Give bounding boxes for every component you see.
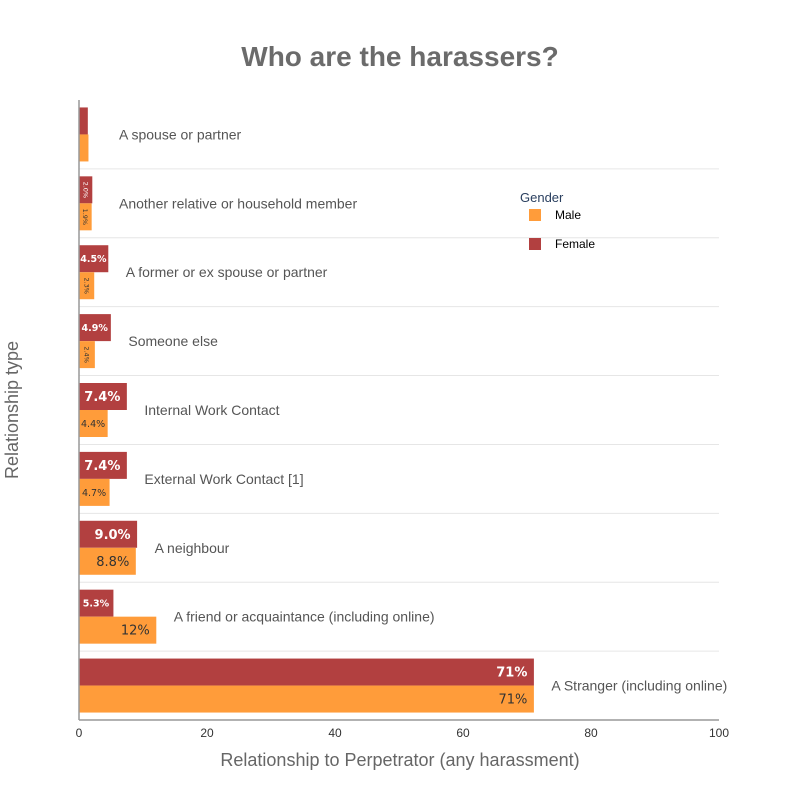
bar-female[interactable] xyxy=(79,451,127,479)
x-tick-label: 100 xyxy=(709,726,729,740)
bar-male[interactable] xyxy=(79,410,108,437)
data-label-male: 4.4% xyxy=(81,419,105,430)
category-label: A Stranger (including online) xyxy=(551,678,727,694)
bar-male[interactable] xyxy=(79,203,92,231)
category-label: Internal Work Contact xyxy=(144,402,279,418)
data-label-male: 4.7% xyxy=(82,488,106,499)
x-tick-label: 20 xyxy=(200,726,214,740)
bar-female[interactable] xyxy=(79,176,93,204)
category-label: Someone else xyxy=(128,333,218,349)
bar-female[interactable] xyxy=(79,520,138,548)
legend-swatch-female[interactable] xyxy=(529,238,541,250)
category-label: A neighbour xyxy=(155,540,230,556)
data-label-female: 4.9% xyxy=(82,323,109,334)
legend-title: Gender xyxy=(520,190,564,205)
bar-female[interactable] xyxy=(79,658,534,686)
category-labels: A spouse or partner Another relative or h… xyxy=(119,126,727,693)
bar-male[interactable] xyxy=(79,685,534,713)
x-axis-title: Relationship to Perpetrator (any harassm… xyxy=(220,750,579,770)
data-label-male: 1.9% xyxy=(81,209,89,226)
legend-label-female[interactable]: Female xyxy=(555,237,595,251)
grid-lines xyxy=(79,168,719,652)
y-axis-title: Relationship type xyxy=(2,341,22,479)
bar-male[interactable] xyxy=(79,616,157,644)
bar-female[interactable] xyxy=(79,589,114,617)
bar-female[interactable] xyxy=(79,383,127,410)
data-label-female: 9.0% xyxy=(95,528,131,543)
data-label-female: 7.4% xyxy=(84,459,120,474)
category-label: A former or ex spouse or partner xyxy=(126,264,328,280)
data-label-male: 2.4% xyxy=(83,346,91,363)
x-axis-ticks: 0 20 40 60 80 100 xyxy=(76,726,730,740)
legend-label-male[interactable]: Male xyxy=(555,208,581,222)
legend-swatch-male[interactable] xyxy=(529,209,541,221)
bar-male[interactable] xyxy=(79,478,110,506)
category-label: A spouse or partner xyxy=(119,126,242,142)
data-label-female: 7.4% xyxy=(84,390,120,405)
category-label: Another relative or household member xyxy=(119,195,357,211)
x-tick-label: 40 xyxy=(328,726,342,740)
data-label-female: 4.5% xyxy=(80,254,107,265)
bar-female[interactable] xyxy=(79,107,88,135)
bars: 2.0% 1.9% 4.5% 2.3% 4.9% 2.4% 7.4% 4.4% 7.4% 4.7%… xyxy=(79,107,534,713)
bar-female[interactable] xyxy=(79,245,109,273)
x-tick-label: 0 xyxy=(76,726,83,740)
data-label-female: 2.0% xyxy=(81,182,89,199)
bar-male[interactable] xyxy=(79,272,95,300)
legend: Gender Male Female xyxy=(520,190,595,251)
bar-female[interactable] xyxy=(79,314,111,342)
data-label-male: 12% xyxy=(121,624,150,639)
data-label-male: 8.8% xyxy=(96,555,129,570)
category-label: External Work Contact [1] xyxy=(144,471,303,487)
chart-title: Who are the harassers? xyxy=(241,41,558,72)
x-tick-label: 60 xyxy=(456,726,470,740)
data-label-female: 71% xyxy=(496,666,527,681)
x-tick-label: 80 xyxy=(584,726,598,740)
bar-male[interactable] xyxy=(79,134,89,162)
data-label-male: 71% xyxy=(498,693,527,708)
bar-male[interactable] xyxy=(79,341,95,369)
data-label-female: 5.3% xyxy=(83,599,110,610)
category-label: A friend or acquaintance (including onli… xyxy=(174,609,435,625)
bar-male[interactable] xyxy=(79,547,136,575)
data-label-male: 2.3% xyxy=(82,277,90,294)
